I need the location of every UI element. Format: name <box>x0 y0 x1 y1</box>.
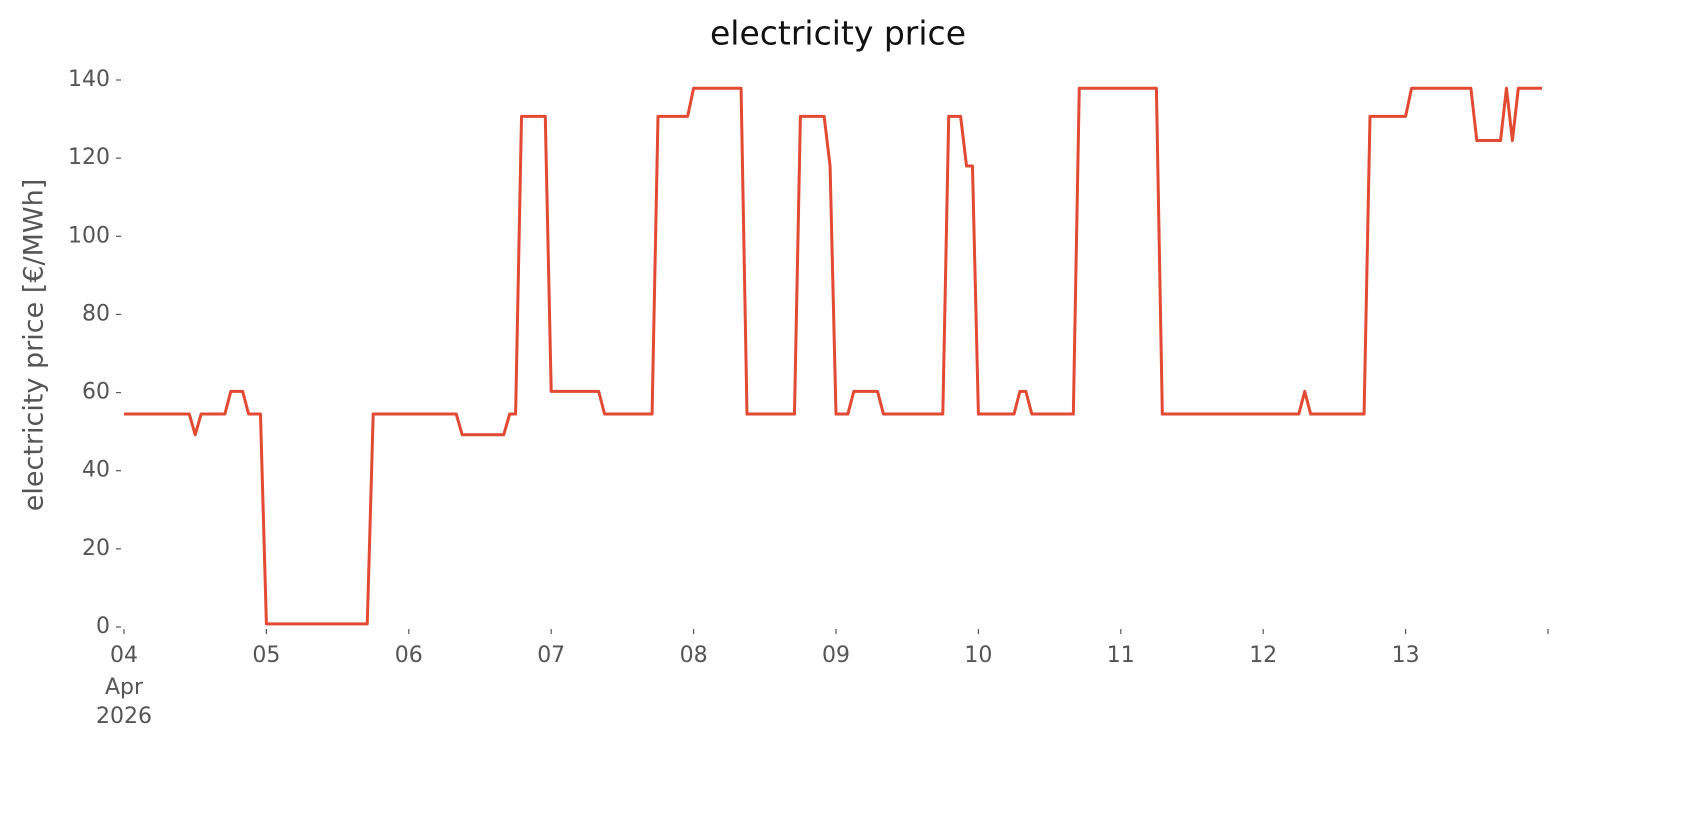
y-tick-label: 60 <box>82 380 110 405</box>
y-tick-label: 40 <box>82 458 110 483</box>
x-tick-label: 09 <box>822 643 850 668</box>
line-series <box>124 86 1543 626</box>
x-tick-sublabel: Apr <box>105 675 144 700</box>
y-axis-label: electricity price [€/MWh] <box>19 179 50 511</box>
x-tick-label: 05 <box>252 643 280 668</box>
x-tick-label: 13 <box>1392 643 1420 668</box>
x-tick-label: 06 <box>395 643 423 668</box>
x-tick-label: 04 <box>110 643 138 668</box>
y-tick-label: 120 <box>68 145 110 170</box>
y-tick-label: 20 <box>82 536 110 561</box>
x-tick-label: 07 <box>537 643 565 668</box>
x-tick-sublabel: 2026 <box>96 704 152 729</box>
chart-title: electricity price <box>710 14 966 53</box>
y-tick-label: 140 <box>68 67 110 92</box>
x-tick-label: 11 <box>1107 643 1135 668</box>
x-tick-label: 08 <box>680 643 708 668</box>
x-tick-label: 12 <box>1249 643 1277 668</box>
x-tick-label: 10 <box>964 643 992 668</box>
y-tick-label: 100 <box>68 223 110 248</box>
y-tick-label: 80 <box>82 301 110 326</box>
y-tick-label: 0 <box>96 614 110 639</box>
